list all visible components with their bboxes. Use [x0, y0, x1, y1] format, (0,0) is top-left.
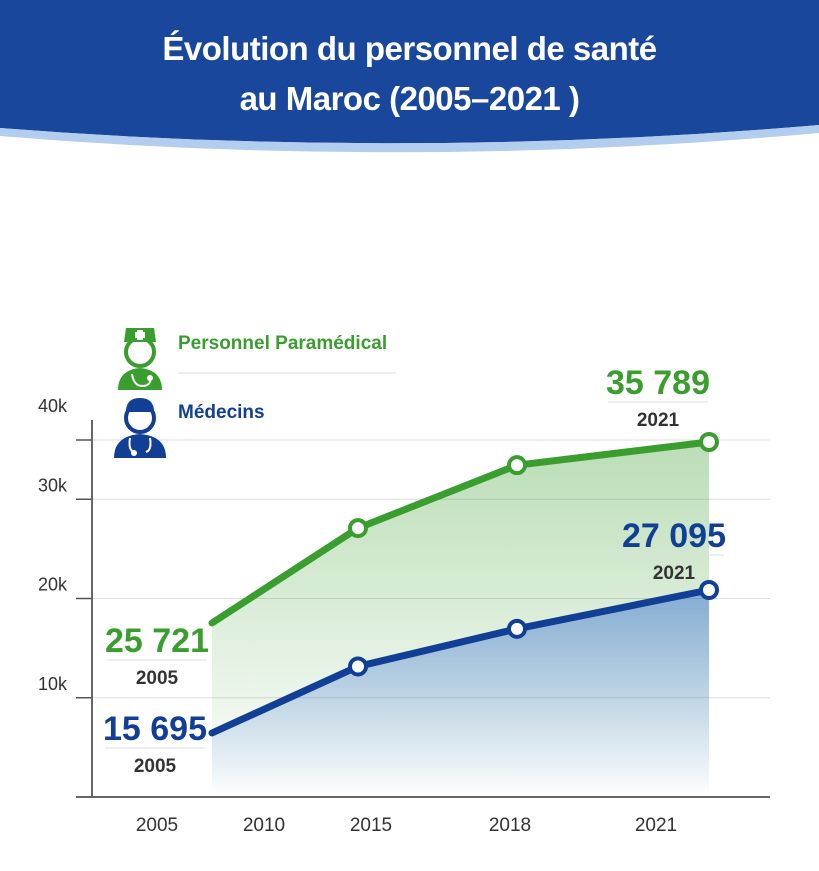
- legend-label-medecins: Médecins: [178, 402, 265, 423]
- data-label-medecins-2005: 15 695: [103, 710, 207, 748]
- data-point-paramedical: [507, 455, 527, 476]
- title-line-1: Évolution du personnel de santé: [162, 30, 657, 67]
- legend-label-paramedical: Personnel Paramédical: [178, 333, 387, 354]
- nurse-icon: [118, 328, 162, 390]
- area-medecins: [212, 590, 709, 797]
- title-line-2: au Maroc (2005–2021 ): [239, 80, 580, 117]
- doctor-icon: [114, 398, 166, 458]
- x-tick-label: 2005: [136, 815, 178, 836]
- y-tick-label: 40k: [38, 396, 68, 416]
- data-label-paramedical-2005: 25 721: [105, 622, 209, 660]
- data-point-medecins: [348, 656, 368, 677]
- data-sublabel-medecins-2021: 2021: [653, 563, 696, 584]
- legend-item-paramedical: Personnel Paramédical: [118, 328, 396, 390]
- data-sublabel-medecins-2005: 2005: [134, 756, 177, 777]
- legend-item-medecins: Médecins: [114, 398, 265, 458]
- y-tick-label: 10k: [38, 674, 68, 694]
- x-tick-label: 2010: [243, 815, 285, 836]
- series-line-medecins: [208, 586, 713, 737]
- x-tick-label: 2021: [635, 815, 677, 836]
- data-sublabel-paramedical-2021: 2021: [637, 410, 680, 431]
- y-tick-label: 30k: [38, 475, 68, 495]
- header-background: [0, 0, 819, 153]
- series-line-paramedical: [208, 438, 713, 627]
- data-point-medecins: [699, 580, 719, 600]
- data-point-medecins: [507, 618, 527, 639]
- data-point-paramedical: [699, 432, 719, 452]
- data-sublabel-paramedical-2005: 2005: [136, 668, 179, 689]
- data-label-medecins-2021: 27 095: [622, 517, 726, 555]
- header-banner: Évolution du personnel de santé au Maroc…: [0, 0, 819, 160]
- data-point-paramedical: [348, 518, 368, 539]
- y-tick-label: 20k: [38, 575, 68, 595]
- x-tick-label: 2015: [350, 815, 392, 836]
- data-label-paramedical-2021: 35 789: [606, 364, 710, 402]
- x-tick-label: 2018: [489, 815, 531, 836]
